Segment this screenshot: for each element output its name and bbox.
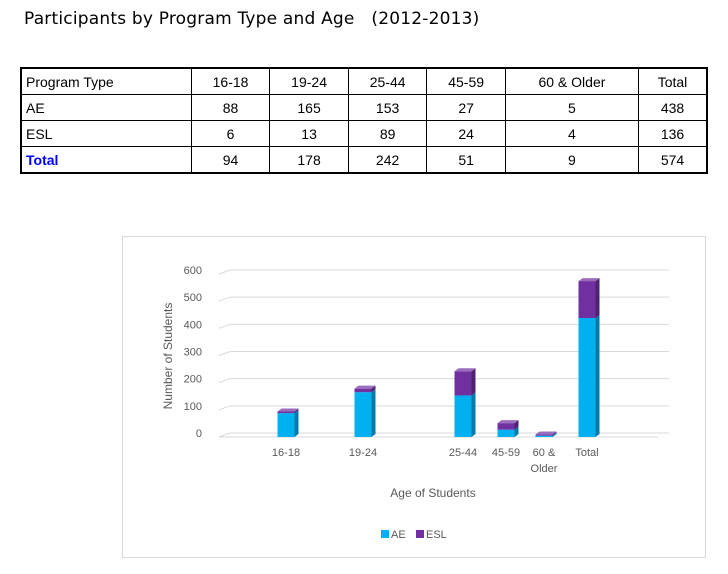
column-header-program-type: Program Type	[20, 67, 192, 95]
bar-ae	[277, 413, 295, 437]
y-tick-label: 500	[184, 292, 202, 304]
bar-side-ae	[371, 389, 376, 437]
bar-ae	[578, 318, 596, 437]
y-tick-label: 400	[184, 319, 202, 331]
bar-top	[454, 368, 476, 372]
bar-top	[497, 420, 519, 424]
gridline-depth	[218, 378, 231, 384]
bar-top	[535, 431, 557, 435]
x-tick-label: Total	[575, 447, 598, 459]
table-row: ESL 6 13 89 24 4 136	[20, 120, 708, 147]
table-cell: 5	[504, 94, 639, 121]
column-header-60-older: 60 & Older	[504, 67, 639, 95]
column-header-16-18: 16-18	[190, 67, 271, 95]
bar-ae	[497, 429, 515, 437]
bar-esl	[497, 423, 515, 430]
column-header-45-59: 45-59	[426, 67, 506, 95]
gridline-depth	[218, 296, 231, 302]
x-axis-title: Age of Students	[390, 486, 475, 500]
row-label-ae: AE	[20, 94, 192, 121]
bar-side-esl	[514, 420, 519, 430]
x-tick-label: 60 &	[533, 447, 556, 459]
table-cell: 13	[269, 120, 349, 147]
bar-side-esl	[595, 278, 600, 319]
table-cell: 51	[426, 146, 506, 174]
bar-ae	[454, 395, 472, 437]
bar-side-esl	[471, 368, 476, 396]
bar-esl	[454, 371, 472, 396]
column-header-total: Total	[637, 67, 708, 95]
gridline-depth	[218, 405, 231, 411]
legend-swatch-ae	[381, 530, 389, 538]
table-cell: 4	[504, 120, 639, 147]
y-axis-title: Number of Students	[161, 303, 175, 410]
y-tick-label: 0	[196, 428, 202, 440]
gridline-depth	[218, 351, 231, 356]
bar-top	[277, 408, 299, 412]
bar-ae	[535, 435, 553, 437]
table-header-row: Program Type 16-18 19-24 25-44 45-59 60 …	[20, 67, 708, 95]
x-tick-label: Older	[531, 463, 558, 475]
table-cell: 27	[426, 94, 506, 121]
y-tick-label: 100	[184, 401, 202, 413]
bar-top	[578, 278, 600, 282]
row-label-total: Total	[20, 146, 192, 174]
table-cell: 153	[347, 94, 428, 121]
bar-side-ae	[471, 392, 476, 437]
chart-frame: 0 100 200 300 400 500 600 16-18 19-24 25-44 45-59 6…	[122, 236, 706, 558]
page-title: Participants by Program Type and Age (20…	[24, 9, 480, 29]
table-cell: 438	[637, 94, 708, 121]
legend-label-esl: ESL	[426, 529, 447, 541]
table-cell: 136	[637, 120, 708, 147]
table-row: AE 88 165 153 27 5 438	[20, 94, 708, 121]
column-header-19-24: 19-24	[269, 67, 349, 95]
bar-side-ae	[552, 432, 557, 437]
table-cell: 94	[190, 146, 271, 174]
gridline-depth	[218, 432, 231, 438]
bar-side-esl	[294, 408, 299, 414]
x-tick-label: 25-44	[449, 447, 477, 459]
table-cell: 6	[190, 120, 271, 147]
table-cell: 178	[269, 146, 349, 174]
table-cell: 574	[637, 146, 708, 174]
table-cell: 165	[269, 94, 349, 121]
table-cell: 88	[190, 94, 271, 121]
column-header-25-44: 25-44	[347, 67, 428, 95]
bar-side-esl	[371, 385, 376, 393]
table-cell: 242	[347, 146, 428, 174]
participants-table: Program Type 16-18 19-24 25-44 45-59 60 …	[20, 67, 708, 174]
table-cell: 89	[347, 120, 428, 147]
bar-side-ae	[514, 426, 519, 437]
table-cell: 24	[426, 120, 506, 147]
y-tick-label: 300	[184, 347, 202, 359]
bar-esl	[578, 281, 596, 319]
x-tick-label: 16-18	[272, 447, 300, 459]
row-label-esl: ESL	[20, 120, 192, 147]
bar-side-esl	[552, 431, 557, 436]
legend-label-ae: AE	[391, 529, 406, 541]
stacked-bar-chart: 0 100 200 300 400 500 600 16-18 19-24 25-44 45-59 6…	[161, 265, 669, 541]
y-tick-label: 600	[184, 265, 202, 277]
table-cell: 9	[504, 146, 639, 174]
bar-esl	[535, 434, 553, 436]
x-tick-label: 45-59	[492, 447, 520, 459]
table-row: Total 94 178 242 51 9 574	[20, 146, 708, 174]
bar-esl	[354, 388, 372, 393]
bar-top	[354, 385, 376, 389]
gridline-depth	[218, 269, 231, 275]
y-tick-label: 200	[184, 374, 202, 386]
legend-swatch-esl	[416, 530, 424, 538]
x-tick-label: 19-24	[349, 447, 377, 459]
bar-side-ae	[595, 315, 600, 437]
bar-esl	[277, 411, 295, 414]
bar-ae	[354, 392, 372, 437]
gridline-depth	[218, 323, 231, 329]
bar-side-ae	[294, 410, 299, 437]
